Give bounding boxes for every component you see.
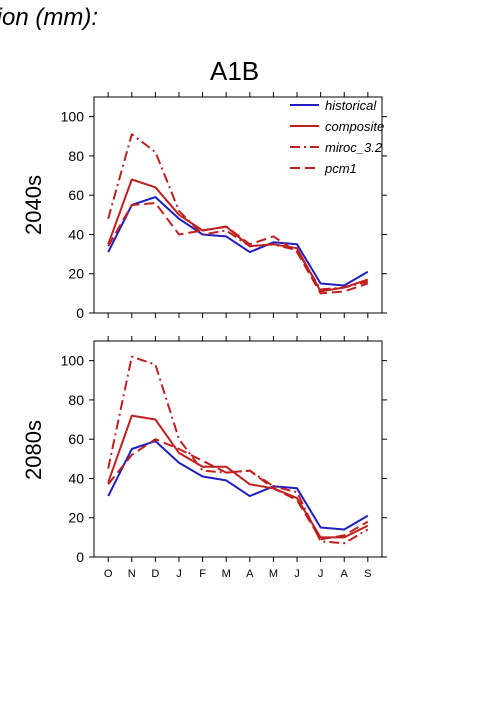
y-tick-label: 80: [68, 392, 84, 408]
x-tick-label: M: [222, 568, 231, 580]
page-title: tion (mm):: [0, 4, 98, 31]
x-tick-label: O: [104, 568, 113, 580]
panel-2040s: 0 20 40 60 80 100 2040s historical composite miro…: [21, 92, 387, 321]
x-tick-label: S: [364, 568, 371, 580]
series-line-pcm1: [107, 438, 369, 541]
series-line-historical: [107, 196, 369, 287]
x-tick-label: J: [176, 568, 182, 580]
x-tick-label: F: [199, 568, 206, 580]
panel-2080s: 0 20 40 60 80 100 O N D J F M A M J J A S 2080s: [21, 336, 387, 580]
legend-label: miroc_3.2: [325, 140, 383, 155]
y-tick-label: 100: [61, 353, 85, 369]
x-tick-label: J: [294, 568, 300, 580]
scenario-title: A1B: [210, 56, 260, 86]
x-tick-label: J: [318, 568, 324, 580]
y-tick-label: 60: [68, 431, 84, 447]
x-tick-label: D: [151, 568, 159, 580]
series-line-historical: [107, 440, 369, 531]
y-tick-label: 80: [68, 148, 84, 164]
plot-frame: [93, 340, 383, 558]
series-line-composite: [107, 414, 369, 539]
plot-frame: [93, 96, 383, 314]
y-tick-label: 0: [76, 305, 84, 321]
legend-label: pcm1: [324, 161, 357, 176]
legend-label: composite: [325, 119, 384, 134]
series-line-miroc-3-2: [107, 355, 369, 545]
panel-label: 2080s: [21, 420, 46, 480]
y-tick-label: 100: [61, 109, 85, 125]
series-line-miroc-3-2: [107, 133, 369, 291]
y-tick-label: 60: [68, 187, 84, 203]
y-tick-label: 40: [68, 470, 84, 486]
legend-label: historical: [325, 98, 377, 113]
x-tick-label: A: [246, 568, 254, 580]
x-tick-label: N: [128, 568, 136, 580]
series-line-pcm1: [107, 202, 369, 295]
y-tick-label: 20: [68, 266, 84, 282]
y-tick-label: 0: [76, 549, 84, 565]
panel-label: 2040s: [21, 175, 46, 235]
x-tick-label: A: [341, 568, 349, 580]
x-tick-label: M: [269, 568, 278, 580]
y-tick-label: 20: [68, 510, 84, 526]
y-tick-label: 40: [68, 226, 84, 242]
